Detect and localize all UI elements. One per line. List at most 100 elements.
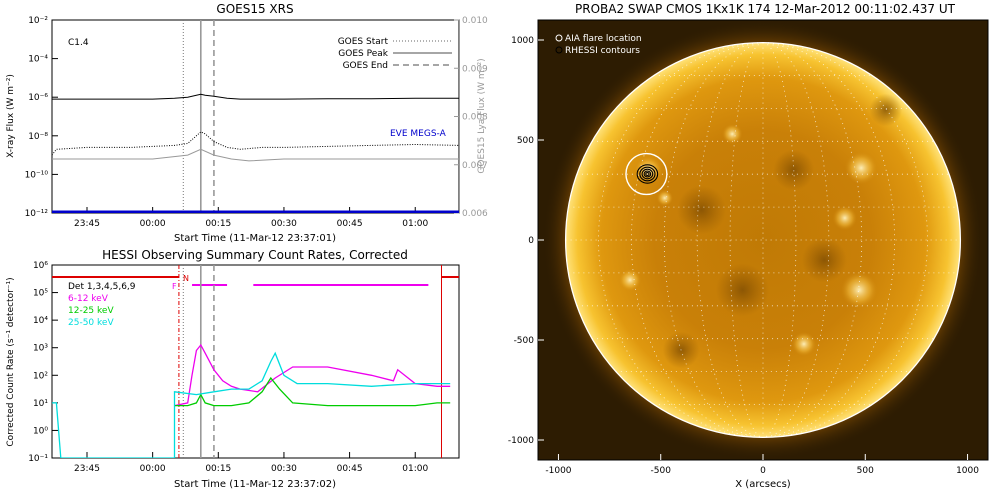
swap-y-ticks: 1000 500 0 -500 -1000 xyxy=(508,36,544,446)
hessi-event-markers xyxy=(182,265,215,458)
hessi-x-tick-label: 01:00 xyxy=(402,464,428,474)
goes-panel: GOES15 XRS 10⁻² 10⁻⁴ 10⁻⁶ 10⁻⁸ 10⁻¹⁰ 10⁻¹² 0.… xyxy=(6,2,488,244)
hessi-y-tick-label: 10³ xyxy=(33,344,48,354)
dark-region-2 xyxy=(715,263,770,317)
rhessi-contour-2 xyxy=(641,168,654,180)
rhessi-contour-3 xyxy=(643,170,652,178)
swap-title: PROBA2 SWAP CMOS 1Kx1K 174 12-Mar-2012 0… xyxy=(575,2,956,16)
hessi-y-tick-label: 10⁻¹ xyxy=(28,454,48,464)
swap-y-tick-label: 500 xyxy=(517,136,534,146)
swap-y-tick-label: -500 xyxy=(514,336,535,346)
goes-y-ticks: 10⁻² 10⁻⁴ 10⁻⁶ 10⁻⁸ 10⁻¹⁰ 10⁻¹² xyxy=(25,16,58,219)
grid-longitude xyxy=(663,42,764,438)
goes-x-tick-label: 23:45 xyxy=(74,219,100,229)
hessi-status-bars xyxy=(52,265,459,458)
goes-x-tick-label: 00:45 xyxy=(337,219,363,229)
grid-longitude xyxy=(762,42,797,438)
hessi-series-line-1 xyxy=(174,376,451,407)
goes-x-tick-label: 00:00 xyxy=(140,219,166,229)
dark-region-3 xyxy=(801,237,847,283)
goes-x-tick-label: 00:15 xyxy=(205,219,231,229)
goes-y-right-tick-label: 0.007 xyxy=(462,161,488,171)
swap-x-label: X (arcsecs) xyxy=(735,479,791,490)
grid-longitude xyxy=(729,42,764,438)
sun-active-regions xyxy=(618,93,903,369)
goes-series-line-2 xyxy=(52,148,459,162)
goes-y-tick-label: 10⁻¹⁰ xyxy=(25,170,49,180)
goes-title: GOES15 XRS xyxy=(216,2,293,16)
goes-x-tick-label: 01:00 xyxy=(402,219,428,229)
hessi-y-tick-label: 10⁴ xyxy=(33,316,48,326)
legend-aia-symbol xyxy=(555,34,563,42)
grid-longitude xyxy=(762,42,895,438)
goes-event-markers xyxy=(182,20,215,213)
goes-x-label: Start Time (11-Mar-12 23:37:01) xyxy=(174,233,336,244)
dark-region-1 xyxy=(773,149,815,191)
swap-x-tick-label: 1000 xyxy=(956,466,979,476)
swap-x-ticks: -1000 -500 0 500 1000 xyxy=(545,454,979,476)
hessi-series-line-2 xyxy=(52,351,451,458)
goes-y-tick-label: 10⁻⁶ xyxy=(28,93,48,103)
dark-region-5 xyxy=(869,93,903,127)
hessi-x-tick-label: 00:45 xyxy=(337,464,363,474)
hessi-flag-n: N xyxy=(183,274,189,283)
active-region-7 xyxy=(618,268,642,292)
legend-rhessi-contours: RHESSI contours xyxy=(565,46,640,56)
goes-x-ticks: 23:45 00:00 00:15 00:30 00:45 01:00 xyxy=(74,207,428,229)
active-region-3 xyxy=(656,189,673,207)
hessi-y-tick-label: 10⁰ xyxy=(33,426,48,436)
swap-panel: PROBA2 SWAP CMOS 1Kx1K 174 12-Mar-2012 0… xyxy=(508,2,989,490)
heliographic-grid xyxy=(565,42,961,438)
goes-right-axis xyxy=(459,20,460,213)
hessi-x-tick-label: 00:15 xyxy=(205,464,231,474)
hessi-plot-frame xyxy=(51,264,460,459)
goes-y-right-tick-label: 0.008 xyxy=(462,113,488,123)
grid-longitude xyxy=(631,42,764,438)
aia-flare-location-marker xyxy=(625,152,668,196)
dark-region-0 xyxy=(677,185,727,235)
legend-goes-start: GOES Start xyxy=(338,37,389,47)
hessi-series xyxy=(52,343,451,458)
solar-limb xyxy=(564,41,962,439)
goes-plot-frame xyxy=(51,19,460,214)
hessi-y-ticks: 10⁶ 10⁵ 10⁴ 10³ 10² 10¹ 10⁰ 10⁻¹ xyxy=(28,261,58,464)
legend-goes-end: GOES End xyxy=(343,61,388,71)
legend-hessi-25-50: 25-50 keV xyxy=(68,318,114,328)
goes-eve-label: EVE MEGS-A xyxy=(390,129,447,139)
hessi-title: HESSI Observing Summary Count Rates, Cor… xyxy=(102,248,408,262)
goes-series-line-0 xyxy=(52,93,459,100)
hessi-panel: HESSI Observing Summary Count Rates, Cor… xyxy=(6,248,460,490)
rhessi-contour-0 xyxy=(636,164,659,184)
goes-y-tick-label: 10⁻² xyxy=(28,16,48,26)
swap-legend: AIA flare location RHESSI contours xyxy=(555,34,642,56)
swap-y-tick-label: 0 xyxy=(528,236,534,246)
legend-hessi-12-25: 12-25 keV xyxy=(68,306,114,316)
active-region-6 xyxy=(791,331,817,357)
goes-y-right-label: GOES15 Lya Flux (W m⁻²) xyxy=(477,58,487,173)
hessi-x-tick-label: 00:00 xyxy=(140,464,166,474)
hessi-x-label: Start Time (11-Mar-12 23:37:02) xyxy=(174,479,336,490)
goes-y-tick-label: 10⁻⁴ xyxy=(28,55,48,65)
legend-aia-flare-location: AIA flare location xyxy=(565,34,642,44)
hessi-series-line-0 xyxy=(174,343,451,407)
goes-x-tick-label: 00:30 xyxy=(271,219,297,229)
hessi-y-tick-label: 10¹ xyxy=(33,399,48,409)
swap-y-tick-label: 1000 xyxy=(511,36,534,46)
goes-y-tick-label: 10⁻⁸ xyxy=(28,132,48,142)
hessi-y-tick-label: 10² xyxy=(33,371,48,381)
active-region-1 xyxy=(844,151,878,185)
active-region-4 xyxy=(840,271,878,309)
grid-longitude xyxy=(762,42,928,438)
hessi-x-ticks: 23:45 00:00 00:15 00:30 00:45 01:00 xyxy=(74,452,428,474)
rhessi-contour-4 xyxy=(645,171,650,177)
grid-longitude xyxy=(762,42,863,438)
hessi-legend: Det 1,3,4,5,6,9 6-12 keV 12-25 keV 25-50… xyxy=(68,282,136,328)
active-region-2 xyxy=(832,205,858,231)
goes-y-label: X-ray Flux (W m⁻²) xyxy=(6,74,16,158)
swap-x-tick-label: -1000 xyxy=(545,466,571,476)
hessi-flag-f: F xyxy=(172,282,177,291)
goes-y-right-tick-label: 0.006 xyxy=(462,209,488,219)
legend-hessi-detectors: Det 1,3,4,5,6,9 xyxy=(68,282,136,292)
hessi-y-tick-label: 10⁶ xyxy=(33,261,48,271)
goes-y-right-tick-label: 0.009 xyxy=(462,64,488,74)
